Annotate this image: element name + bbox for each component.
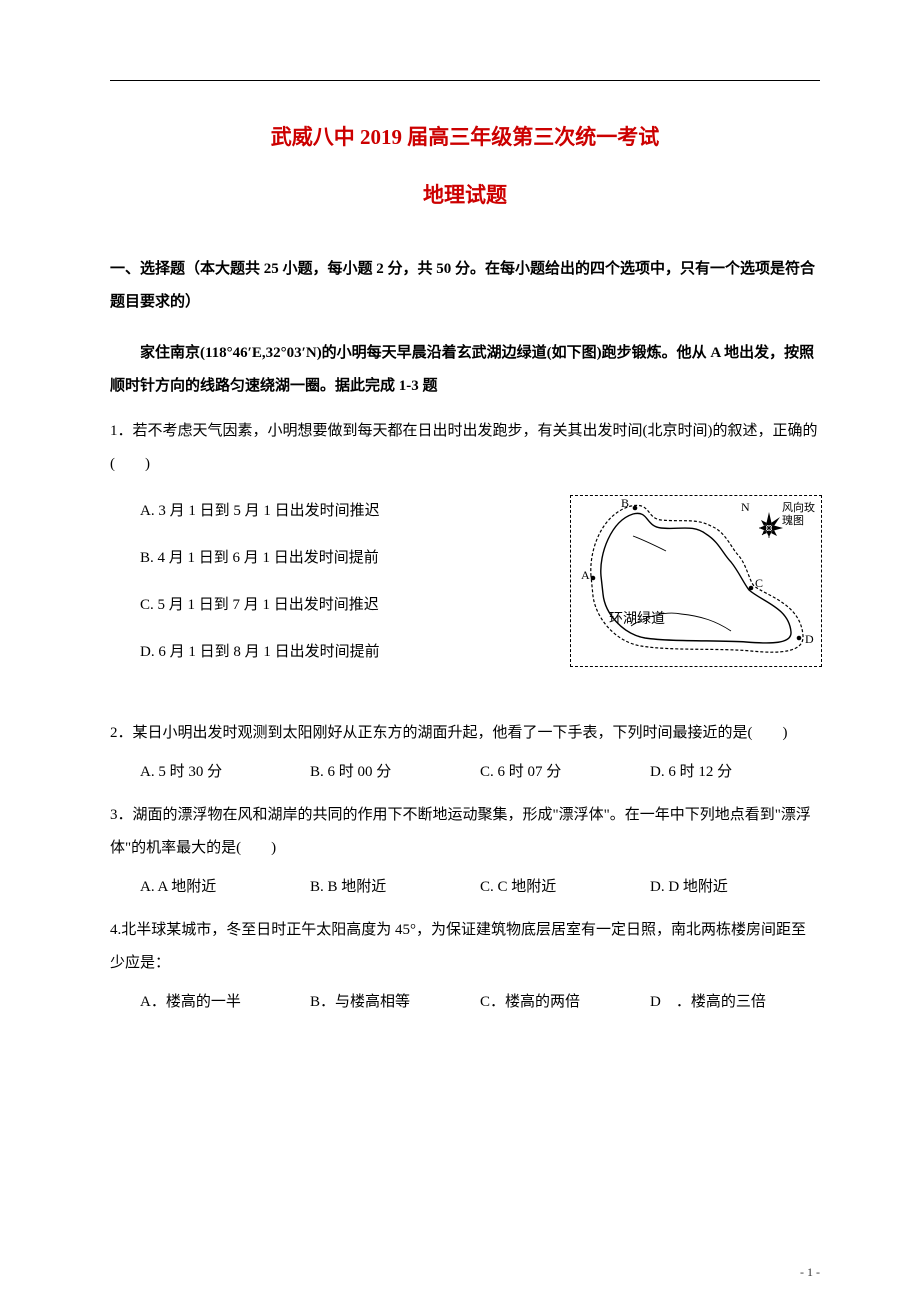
wind-rose-caption: 风向玫 瑰图 <box>782 502 815 528</box>
exam-title: 武威八中 2019 届高三年级第三次统一考试 <box>110 121 820 151</box>
map-label-c: C <box>755 576 763 591</box>
lake-map-figure: A B C D 环湖绿道 <box>570 495 822 667</box>
section-instructions: 一、选择题（本大题共 25 小题，每小题 2 分，共 50 分。在每小题给出的四… <box>110 253 820 319</box>
map-caption: 环湖绿道 <box>609 612 665 627</box>
q2-opt-c: C. 6 时 07 分 <box>480 760 650 781</box>
q3-stem: 3．湖面的漂浮物在风和湖岸的共同的作用下不断地运动聚集，形成"漂浮体"。在一年中… <box>110 799 820 865</box>
q4-opt-b: B．与楼高相等 <box>310 990 480 1011</box>
map-label-d: D <box>805 632 814 647</box>
q2-opt-b: B. 6 时 00 分 <box>310 760 480 781</box>
passage-context: 家住南京(118°46′E,32°03′N)的小明每天早晨沿着玄武湖边绿道(如下… <box>110 337 820 403</box>
q4-opt-a: A．楼高的一半 <box>140 990 310 1011</box>
q3-options: A. A 地附近 B. B 地附近 C. C 地附近 D. D 地附近 <box>140 875 820 896</box>
page: 武威八中 2019 届高三年级第三次统一考试 地理试题 一、选择题（本大题共 2… <box>0 0 920 1302</box>
wind-rose: N 风向玫 瑰图 <box>755 500 815 555</box>
q3-opt-c: C. C 地附近 <box>480 875 650 896</box>
q2-options: A. 5 时 30 分 B. 6 时 00 分 C. 6 时 07 分 D. 6… <box>140 760 820 781</box>
q2-opt-a: A. 5 时 30 分 <box>140 760 310 781</box>
q2-opt-d: D. 6 时 12 分 <box>650 760 820 781</box>
q4-opt-d: D ．楼高的三倍 <box>650 990 820 1011</box>
q2-stem: 2．某日小明出发时观测到太阳刚好从正东方的湖面升起，他看了一下手表，下列时间最接… <box>110 717 820 750</box>
q4-options: A．楼高的一半 B．与楼高相等 C．楼高的两倍 D ．楼高的三倍 <box>140 990 820 1011</box>
q4-stem: 4.北半球某城市，冬至日时正午太阳高度为 45°，为保证建筑物底层居室有一定日照… <box>110 914 820 980</box>
page-number: - 1 - <box>800 1265 820 1280</box>
top-rule <box>110 80 820 81</box>
q3-opt-a: A. A 地附近 <box>140 875 310 896</box>
map-label-b: B <box>621 496 629 511</box>
q3-opt-b: B. B 地附近 <box>310 875 480 896</box>
q3-opt-d: D. D 地附近 <box>650 875 820 896</box>
q4-opt-c: C．楼高的两倍 <box>480 990 650 1011</box>
figure-container: A B C D 环湖绿道 <box>570 495 820 667</box>
q1-stem: 1．若不考虑天气因素，小明想要做到每天都在日出时出发跑步，有关其出发时间(北京时… <box>110 415 820 481</box>
exam-subject: 地理试题 <box>110 179 820 209</box>
compass-n-label: N <box>741 500 750 515</box>
map-label-a: A <box>581 568 590 583</box>
